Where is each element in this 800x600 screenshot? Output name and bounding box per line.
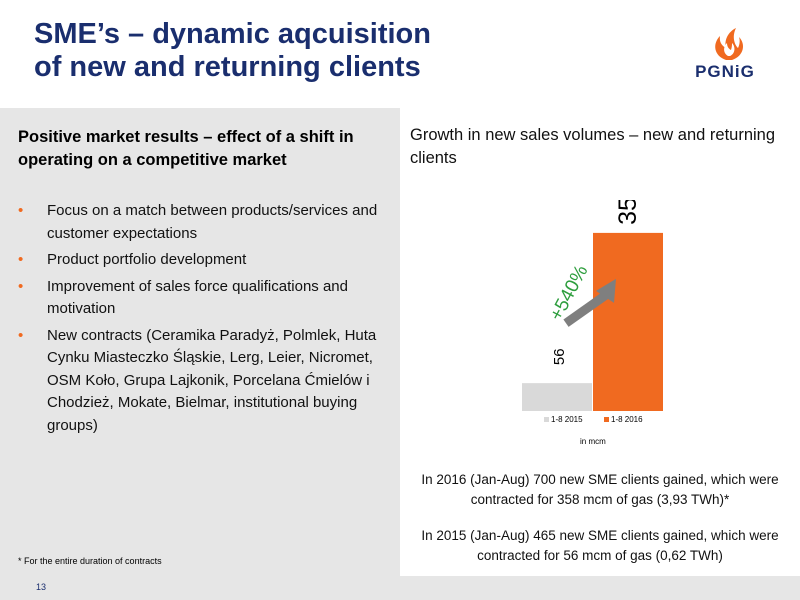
list-item: • New contracts (Ceramika Paradyż, Polmle… [18,325,383,438]
footnote: * For the entire duration of contracts [18,556,162,566]
legend-swatch-2016 [604,417,609,422]
bullet-text: Product portfolio development [47,251,247,268]
bullet-icon: • [18,202,24,219]
left-panel [0,108,400,576]
bullet-list: • Focus on a match between products/servi… [18,200,383,441]
page-number: 13 [36,582,47,592]
legend-label-2015: 1-8 2015 [551,415,583,424]
sales-volume-chart: 56 358 +540% 1-8 2015 1-8 2016 in mcm [522,200,663,446]
growth-arrow-icon [563,278,616,327]
bullet-text: New contracts (Ceramika Paradyż, Polmlek… [47,326,377,434]
flame-icon [715,28,744,60]
bar-2015 [522,383,592,411]
growth-arrow-shaft [563,291,609,327]
header: SME’s – dynamic aqcuisition of new and r… [0,0,800,108]
legend-label-2016: 1-8 2016 [611,415,643,424]
title-line-2: of new and returning clients [34,51,421,83]
title-line-1: SME’s – dynamic aqcuisition [34,18,431,50]
growth-arrow-head [596,278,616,303]
logo-text: PGNiG [695,62,755,81]
legend-swatch-2015 [544,417,549,422]
bullet-icon: • [18,277,24,295]
bullet-icon: • [18,251,24,268]
value-label-2015: 56 [551,348,568,365]
chart-heading: Growth in new sales volumes – new and re… [410,126,776,167]
unit-label: in mcm [580,437,606,446]
list-item: • Focus on a match between products/servi… [18,200,383,245]
footer-bar [0,576,800,600]
value-label-2016: 358 [614,200,642,225]
list-item: • Improvement of sales force qualificatio… [18,276,383,321]
bullet-icon: • [18,326,24,344]
info-2015: In 2015 (Jan-Aug) 465 new SME clients ga… [421,528,779,563]
page-title: SME’s – dynamic aqcuisition of new and r… [34,18,431,84]
left-heading: Positive market results – effect of a sh… [18,128,354,169]
pgnig-logo: PGNiG [686,26,764,86]
growth-label: +540% [546,262,593,325]
info-2016: In 2016 (Jan-Aug) 700 new SME clients ga… [421,472,779,507]
bullet-text: Focus on a match between products/servic… [47,202,378,242]
list-item: • Product portfolio development [18,249,383,272]
bullet-text: Improvement of sales force qualification… [47,277,348,318]
bar-2016 [593,232,663,411]
